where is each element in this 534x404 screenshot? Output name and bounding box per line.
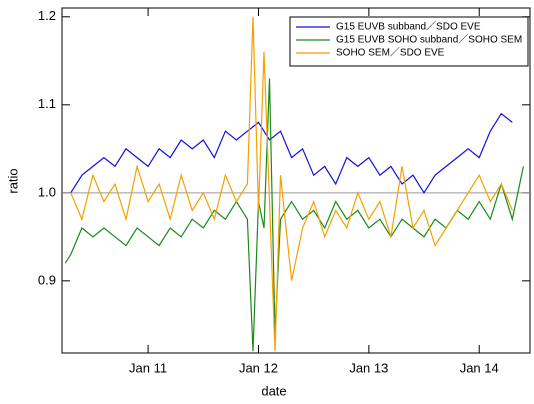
x-tick-label: Jan 13 [349,360,388,375]
x-tick-label: Jan 14 [460,360,499,375]
x-tick-label: Jan 11 [129,360,167,375]
legend-label: G15 EUVB subband／SDO EVE [336,21,481,33]
series-line [70,112,513,194]
y-tick-label: 1.0 [38,184,56,199]
legend-box [289,16,529,67]
y-axis-label: ratio [5,168,20,193]
x-axis-label: date [261,383,286,398]
series-line [70,16,513,352]
plot-frame [61,7,531,354]
x-tick-label: Jan 12 [239,360,278,375]
y-tick-label: 0.9 [38,272,56,287]
y-tick-label: 1.2 [38,8,56,23]
legend-label: G15 EUVB SOHO subband／SOHO SEM [336,34,522,46]
legend-label: SOHO SEM／SDO EVE [336,47,445,59]
y-tick-label: 1.1 [38,96,56,111]
